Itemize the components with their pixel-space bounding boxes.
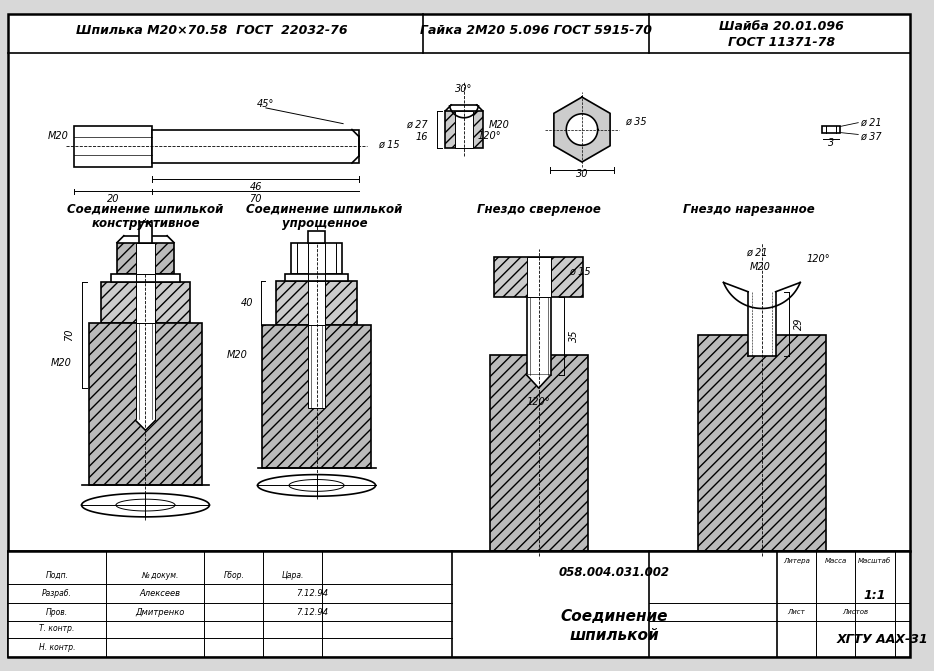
Bar: [307, 243, 325, 274]
Text: Соединение шпилькой: Соединение шпилькой: [67, 203, 223, 215]
Text: 30: 30: [575, 169, 588, 178]
Bar: [527, 297, 550, 375]
Text: 058.004.031.002: 058.004.031.002: [559, 566, 670, 580]
Bar: [74, 125, 152, 167]
Text: шпилькой: шпилькой: [570, 628, 659, 643]
Text: упрощенное: упрощенное: [281, 217, 367, 230]
Text: Масса: Масса: [825, 558, 847, 564]
Text: ø 15: ø 15: [569, 267, 591, 277]
Text: Шпилька М20×70.58  ГОСТ  22032-76: Шпилька М20×70.58 ГОСТ 22032-76: [76, 23, 347, 37]
Bar: [135, 323, 155, 421]
Polygon shape: [554, 97, 610, 162]
Text: Гайка 2М20 5.096 ГОСТ 5915-70: Гайка 2М20 5.096 ГОСТ 5915-70: [419, 23, 652, 37]
Text: Гнездо сверленое: Гнездо сверленое: [476, 203, 601, 215]
Text: 7.12.94: 7.12.94: [297, 608, 329, 617]
Polygon shape: [135, 421, 155, 430]
Text: 35: 35: [569, 329, 579, 342]
Text: 45°: 45°: [257, 99, 275, 109]
Text: Масштаб: Масштаб: [858, 558, 892, 564]
Bar: [111, 274, 180, 282]
Text: ø 35: ø 35: [625, 117, 647, 127]
Text: 20: 20: [106, 195, 120, 205]
Bar: [527, 258, 550, 297]
Text: 40: 40: [241, 298, 254, 308]
Text: ø 21: ø 21: [746, 248, 768, 258]
Text: 30°: 30°: [455, 85, 473, 94]
Text: Дмитренко: Дмитренко: [135, 608, 185, 617]
Bar: [291, 243, 342, 274]
Text: Шайба 20.01.096: Шайба 20.01.096: [719, 20, 844, 33]
Bar: [489, 355, 587, 552]
Text: 70: 70: [249, 195, 262, 205]
Polygon shape: [566, 114, 598, 146]
Bar: [262, 325, 371, 468]
Text: Алексеев: Алексеев: [140, 589, 181, 598]
Text: Разраб.: Разраб.: [42, 589, 72, 598]
Polygon shape: [527, 375, 550, 388]
Text: Подп.: Подп.: [46, 572, 68, 580]
Text: М20: М20: [488, 119, 509, 130]
Bar: [117, 243, 174, 274]
Text: 46: 46: [249, 182, 262, 191]
Bar: [152, 130, 359, 163]
Text: Соединение: Соединение: [560, 609, 668, 623]
Text: Гбор.: Гбор.: [223, 572, 245, 580]
Text: Т. контр.: Т. контр.: [39, 625, 75, 633]
Text: 7.12.94: 7.12.94: [297, 589, 329, 598]
Bar: [307, 325, 325, 408]
Bar: [89, 323, 202, 485]
Text: 120°: 120°: [806, 254, 829, 264]
Text: М20: М20: [749, 262, 771, 272]
Bar: [455, 111, 473, 148]
Bar: [822, 126, 840, 133]
Text: 3: 3: [828, 138, 834, 148]
Bar: [101, 282, 190, 323]
Text: Цара.: Цара.: [282, 572, 304, 580]
Bar: [307, 231, 325, 243]
Bar: [7, 552, 911, 658]
Text: Н. контр.: Н. контр.: [39, 643, 76, 652]
Text: Лист: Лист: [787, 609, 805, 615]
Text: ø 21: ø 21: [860, 117, 882, 127]
Text: ø 37: ø 37: [860, 132, 882, 142]
Bar: [276, 281, 357, 325]
Text: № докум.: № докум.: [142, 572, 179, 580]
Text: Гнездо нарезанное: Гнездо нарезанное: [683, 203, 815, 215]
Bar: [494, 258, 583, 297]
Text: М20: М20: [227, 350, 248, 360]
Text: 29: 29: [794, 317, 804, 330]
Bar: [698, 335, 826, 552]
Text: ГОСТ 11371-78: ГОСТ 11371-78: [728, 36, 835, 48]
Text: 120°: 120°: [478, 132, 502, 142]
Text: ø 15: ø 15: [378, 140, 400, 149]
Text: 70: 70: [64, 329, 74, 342]
Text: ø 27: ø 27: [406, 119, 428, 130]
Bar: [748, 292, 775, 356]
Text: конструктивное: конструктивное: [92, 217, 200, 230]
Text: Листов: Листов: [842, 609, 869, 615]
Text: Пров.: Пров.: [46, 608, 68, 617]
Bar: [446, 111, 483, 148]
Text: Соединение шпилькой: Соединение шпилькой: [247, 203, 403, 215]
Text: М20: М20: [50, 358, 71, 368]
Text: М20: М20: [48, 132, 69, 142]
Text: ХГТУ ААХ-31: ХГТУ ААХ-31: [837, 633, 928, 646]
Bar: [135, 243, 155, 274]
Bar: [285, 274, 348, 281]
Bar: [135, 282, 155, 323]
Text: 120°: 120°: [527, 397, 550, 407]
Bar: [307, 281, 325, 325]
Bar: [138, 222, 152, 243]
Text: 16: 16: [415, 132, 428, 142]
Text: 1:1: 1:1: [864, 589, 886, 602]
Text: Литера: Литера: [783, 558, 810, 564]
